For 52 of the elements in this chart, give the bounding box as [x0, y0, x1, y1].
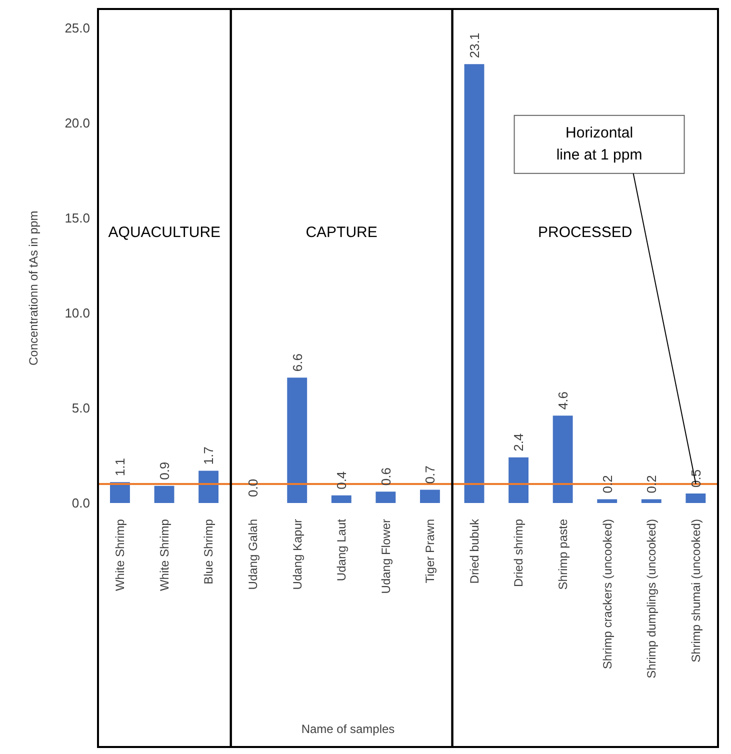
bar: [154, 486, 174, 503]
bar: [464, 64, 484, 503]
x-tick-label: Udang Galah: [246, 519, 260, 590]
x-axis-title: Name of samples: [301, 722, 395, 736]
bar: [376, 492, 396, 503]
data-label: 2.4: [511, 433, 526, 452]
bar: [331, 495, 352, 503]
data-label: 1.7: [201, 446, 216, 465]
x-tick-label: Tiger Prawn: [423, 519, 438, 584]
x-tick-label: Dried shrimp: [512, 518, 526, 588]
bar: [287, 378, 308, 503]
x-tick-label: Blue Shrimp: [202, 518, 216, 584]
bar: [686, 494, 706, 503]
y-tick-label: 10.0: [64, 306, 90, 321]
data-label: 6.6: [290, 354, 305, 372]
x-tick-label: White Shrimp: [113, 518, 128, 592]
data-label: 0.2: [600, 475, 615, 494]
data-label: 0.7: [422, 466, 438, 484]
data-label: 23.1: [466, 32, 482, 58]
x-tick-label: Udang Kapur: [290, 519, 304, 590]
y-tick-label: 15.0: [64, 210, 90, 226]
data-label: 0.0: [246, 478, 260, 497]
annotation: PROCESSED: [538, 224, 632, 241]
x-tick-label: Udang Laut: [334, 518, 349, 582]
bar: [508, 457, 528, 503]
x-tick-label: Udang Flower: [378, 519, 393, 594]
data-label: 1.1: [112, 458, 128, 476]
data-label: 0.6: [378, 468, 394, 486]
y-axis-title: Concentrationn of tAs in ppm: [26, 210, 40, 366]
data-label: 0.5: [688, 469, 704, 488]
y-tick-label: 25.0: [64, 20, 90, 36]
y-tick-label: 20.0: [64, 116, 90, 131]
x-tick-label: Shrimp paste: [556, 518, 570, 590]
x-tick-label: Shrimp shumai (uncooked): [688, 519, 703, 662]
annotation: CAPTURE: [306, 224, 378, 241]
data-label: 0.2: [644, 475, 660, 494]
bar: [552, 416, 573, 503]
data-label: 4.6: [556, 392, 570, 410]
bar: [641, 499, 662, 503]
bar: [597, 499, 618, 503]
data-label: 0.9: [156, 462, 172, 480]
x-tick-label: White Shrimp: [157, 518, 172, 592]
x-tick-label: Dried bubuk: [467, 518, 482, 584]
data-label: 0.4: [334, 471, 350, 490]
bar: [198, 470, 218, 503]
annotation: Horizontal line at 1 ppm: [556, 124, 642, 164]
x-tick-label: Shrimp crackers (uncooked): [600, 519, 614, 670]
y-tick-label: 5.0: [72, 400, 90, 416]
x-tick-label: Shrimp dumplings (uncooked): [644, 519, 659, 678]
annotation: AQUACULTURE: [108, 224, 221, 241]
bar: [420, 490, 440, 503]
y-tick-label: 0.0: [72, 496, 90, 511]
